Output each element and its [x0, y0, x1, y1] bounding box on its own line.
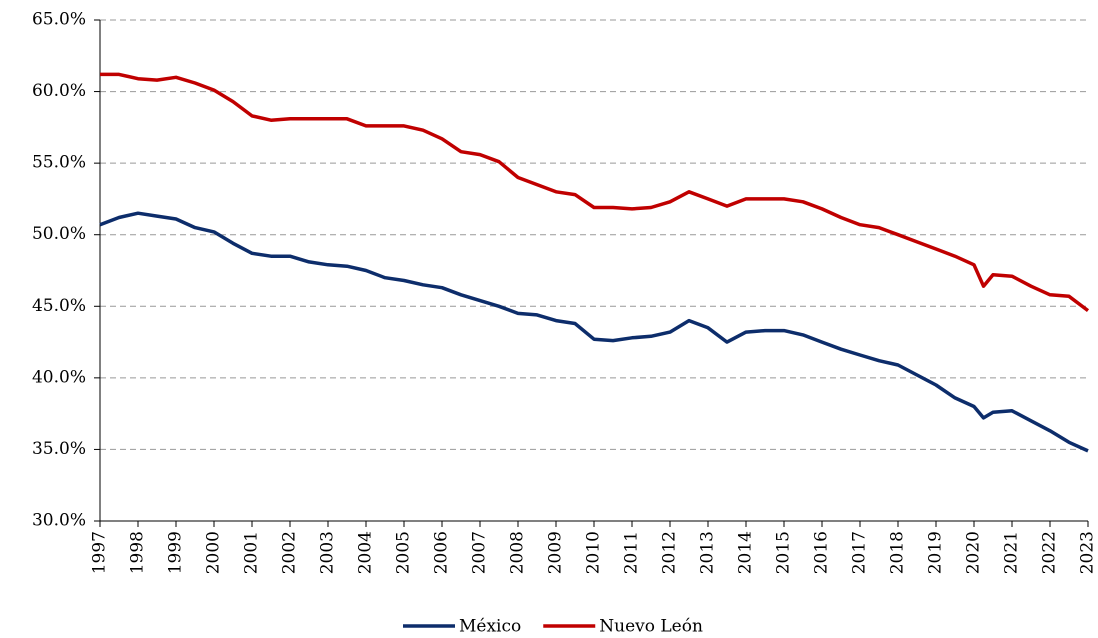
x-tick-label: 1997	[90, 531, 110, 574]
y-tick-label: 35.0%	[32, 439, 86, 459]
x-tick-label: 2007	[470, 531, 490, 574]
x-tick-label: 2002	[280, 531, 300, 574]
x-tick-label: 2017	[850, 531, 870, 574]
x-tick-label: 2003	[318, 531, 338, 574]
x-tick-label: 2021	[1002, 531, 1022, 574]
x-tick-label: 2000	[204, 531, 224, 574]
x-tick-label: 2014	[736, 531, 756, 574]
x-tick-label: 2005	[394, 531, 414, 574]
line	[100, 72, 1090, 312]
x-tick-label: 2008	[508, 531, 528, 574]
y-tick-label: 30.0%	[32, 511, 86, 531]
x-tick-label: 2020	[964, 531, 984, 574]
x-tick-label: 2010	[584, 531, 604, 574]
legend-label: México	[459, 617, 521, 637]
y-tick-label: 60.0%	[32, 81, 86, 101]
legend-label: Nuevo León	[599, 617, 703, 637]
y-tick-label: 50.0%	[32, 224, 86, 244]
x-tick-label: 2018	[888, 531, 908, 574]
y-tick-label: 55.0%	[32, 153, 86, 173]
y-tick-label: 65.0%	[32, 10, 86, 30]
x-tick-label: 2022	[1040, 531, 1060, 574]
x-tick-label: 1999	[166, 531, 186, 574]
x-tick-label: 2015	[774, 531, 794, 574]
x-tick-label: 2016	[812, 531, 832, 574]
y-tick-label: 40.0%	[32, 367, 86, 387]
x-tick-label: 2013	[698, 531, 718, 574]
y-tick-label: 45.0%	[32, 296, 86, 316]
x-tick-label: 2012	[660, 531, 680, 574]
x-tick-label: 2004	[356, 531, 376, 574]
x-tick-label: 2001	[242, 531, 262, 574]
x-tick-label: 2006	[432, 531, 452, 574]
line	[99, 211, 1089, 453]
x-tick-label: 1998	[128, 531, 148, 574]
x-tick-label: 2023	[1078, 531, 1098, 574]
x-tick-label: 2009	[546, 531, 566, 574]
x-tick-label: 2019	[926, 531, 946, 574]
x-tick-label: 2011	[622, 531, 642, 574]
